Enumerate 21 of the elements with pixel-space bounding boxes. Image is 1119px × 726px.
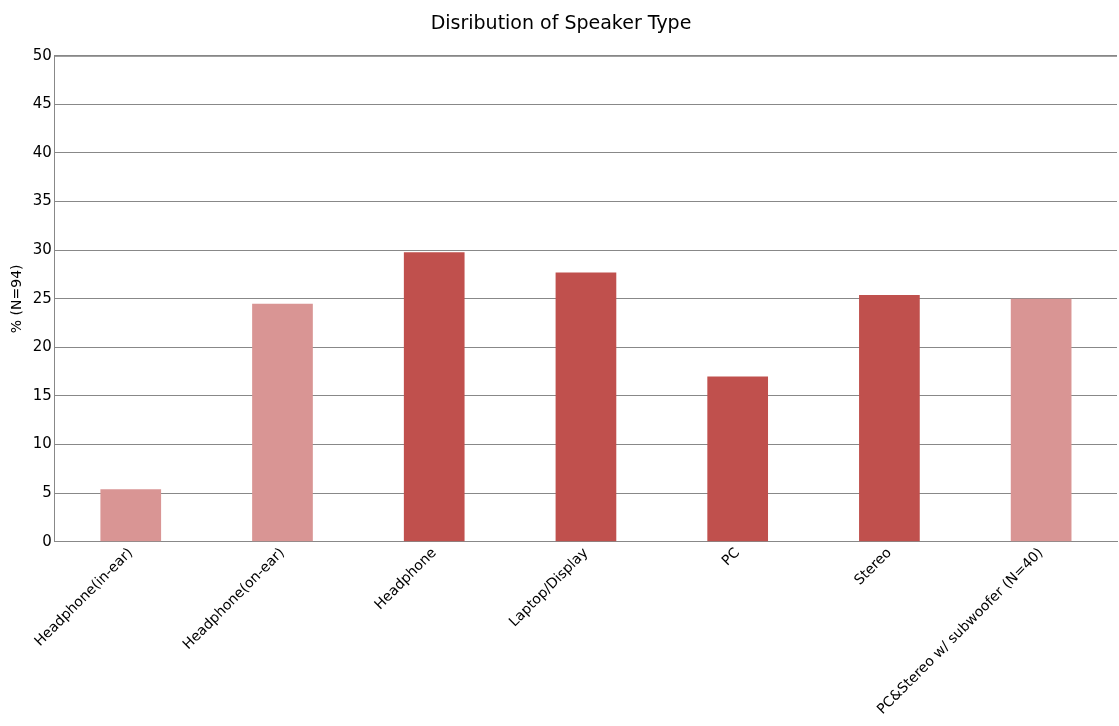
y-tick-label: 0 [42,531,52,550]
bar [403,252,465,542]
y-tick-label: 15 [32,385,52,404]
y-tick-label: 45 [32,94,52,113]
y-tick-label: 5 [42,483,52,502]
bar [252,303,313,542]
bar [555,272,617,542]
y-tick-label: 50 [32,45,52,64]
y-tick-label: 40 [32,142,52,161]
y-axis-title: % (N=94) [8,264,25,334]
y-tick-label: 30 [32,240,52,259]
y-tick-label: 10 [32,434,52,453]
bar [100,489,162,542]
bar [1010,298,1072,542]
y-tick-label: 25 [32,288,52,307]
chart-title: Disribution of Speaker Type [430,11,692,34]
bar [859,294,920,542]
x-tick-label: PC [718,543,743,569]
bar [707,376,769,542]
y-tick-label: 35 [32,191,52,210]
y-tick-label: 20 [32,337,52,356]
